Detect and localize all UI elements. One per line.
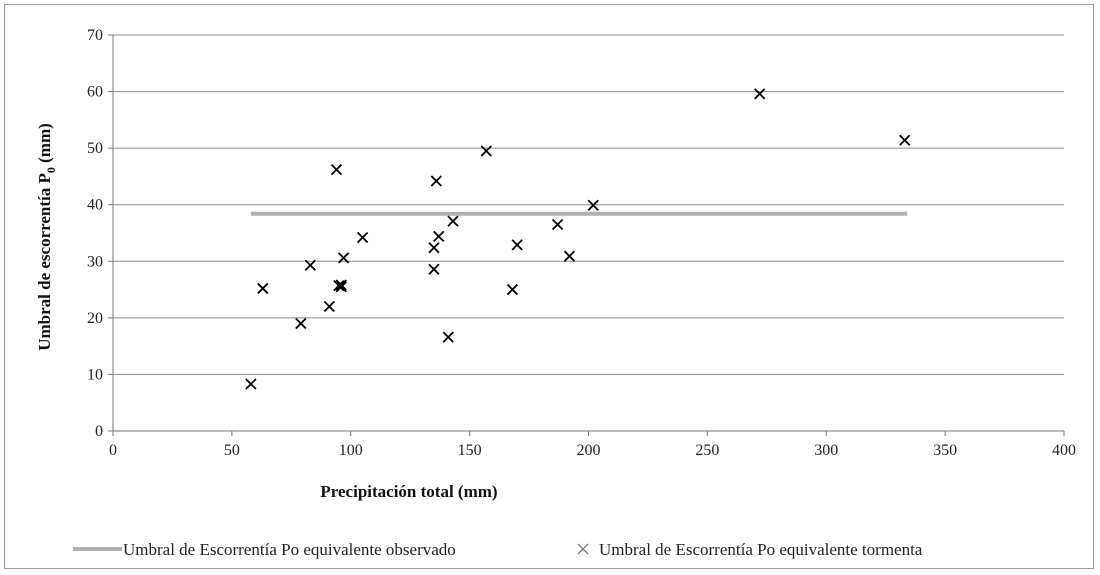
- y-tick-label-50: 50: [87, 140, 103, 157]
- data-point-11: [428, 242, 440, 254]
- scatter-chart: 0 10 20 30 40 50 60 70 0 50 100 150 200 250 300 350 400…: [35, 27, 1076, 559]
- data-point-0: [245, 378, 257, 390]
- axes: [108, 34, 1065, 436]
- y-axis-title-main: Umbral de escorrentía P: [35, 173, 54, 351]
- data-point-12: [428, 263, 440, 275]
- data-point-16: [447, 215, 459, 227]
- x-tick-label-150: 150: [458, 442, 482, 459]
- series: [245, 88, 911, 390]
- y-tick-label-0: 0: [95, 423, 103, 440]
- data-point-7: [335, 281, 347, 293]
- data-point-14: [433, 230, 445, 243]
- legend-label-tormenta: Umbral de Escorrentía Po equivalente tor…: [599, 540, 923, 559]
- legend-x-marker: [577, 543, 589, 555]
- data-point-18: [506, 283, 519, 296]
- y-tick-label-70: 70: [87, 27, 103, 44]
- data-point-20: [551, 218, 564, 231]
- x-tick-label-250: 250: [695, 442, 719, 459]
- y-tick-label-60: 60: [87, 84, 103, 101]
- data-point-1: [257, 282, 269, 295]
- data-point-19: [511, 239, 523, 251]
- data-point-17: [480, 145, 492, 157]
- x-tick-label-50: 50: [224, 442, 240, 459]
- y-tick-label-20: 20: [87, 310, 103, 327]
- x-tick-label-400: 400: [1052, 442, 1076, 459]
- y-tick-label-10: 10: [87, 366, 103, 383]
- y-axis-title-unit: (mm): [35, 123, 54, 167]
- data-point-2: [295, 317, 307, 330]
- x-tick-label-100: 100: [339, 442, 363, 459]
- data-point-9: [337, 252, 350, 264]
- x-tick-label-300: 300: [814, 442, 838, 459]
- gridlines: [113, 34, 1064, 375]
- x-tick-label-200: 200: [577, 442, 601, 459]
- x-tick-label-0: 0: [109, 442, 117, 459]
- x-tick-label-350: 350: [933, 442, 957, 459]
- y-axis-title: Umbral de escorrentía P0 (mm): [35, 123, 58, 351]
- data-point-24: [899, 134, 911, 146]
- y-tick-labels: 0 10 20 30 40 50 60 70: [87, 27, 103, 440]
- legend: Umbral de Escorrentía Po equivalente obs…: [73, 540, 923, 559]
- x-axis-title: Precipitación total (mm): [320, 482, 497, 501]
- data-point-15: [442, 331, 454, 343]
- y-tick-label-30: 30: [87, 253, 103, 270]
- data-point-4: [323, 300, 335, 313]
- data-point-3: [304, 259, 316, 271]
- data-point-10: [357, 231, 369, 244]
- data-point-22: [587, 199, 599, 211]
- legend-label-observado: Umbral de Escorrentía Po equivalente obs…: [123, 540, 456, 559]
- chart-frame: 0 10 20 30 40 50 60 70 0 50 100 150 200 250 300 350 400…: [4, 4, 1094, 569]
- data-point-8: [335, 279, 347, 291]
- data-point-5: [330, 164, 343, 176]
- data-point-23: [754, 88, 766, 100]
- data-point-13: [430, 175, 442, 187]
- y-tick-label-40: 40: [87, 197, 103, 214]
- y-axis-title-subscript: 0: [44, 167, 58, 173]
- data-point-21: [563, 250, 576, 262]
- x-tick-labels: 0 50 100 150 200 250 300 350 400: [109, 442, 1076, 459]
